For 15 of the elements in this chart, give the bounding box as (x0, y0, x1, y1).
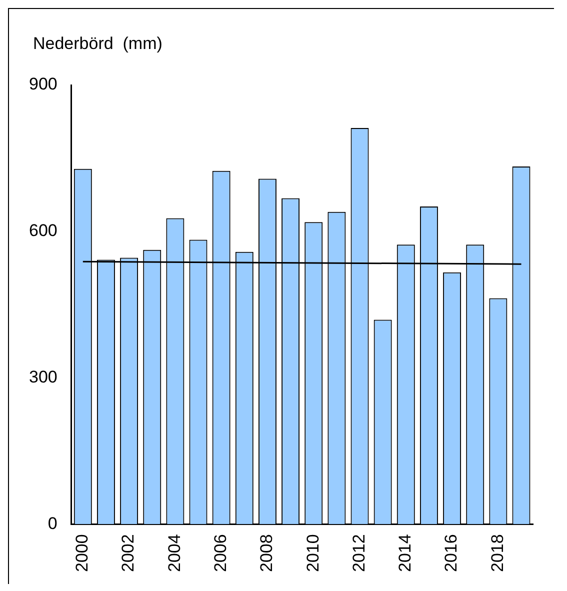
y-tick-label: 600 (28, 221, 58, 240)
x-tick-label: 2018 (488, 534, 507, 572)
x-tick-label: 2010 (303, 534, 322, 572)
x-tick-label: 2002 (118, 534, 138, 572)
x-tick-label: 2008 (257, 534, 276, 572)
y-tick-label: 900 (28, 74, 58, 94)
x-tick-label: 2004 (164, 534, 184, 572)
y-tick-label: 300 (28, 367, 58, 386)
x-tick-label: 2006 (211, 534, 230, 572)
x-tick-label: 2000 (72, 534, 92, 572)
x-tick-label: 2014 (396, 534, 415, 572)
x-tick-label: 2016 (442, 534, 461, 572)
y-tick-label: 0 (48, 514, 58, 533)
x-tick-label: 2012 (349, 534, 368, 572)
y-axis-title: Nederbörd (mm) (33, 34, 162, 53)
